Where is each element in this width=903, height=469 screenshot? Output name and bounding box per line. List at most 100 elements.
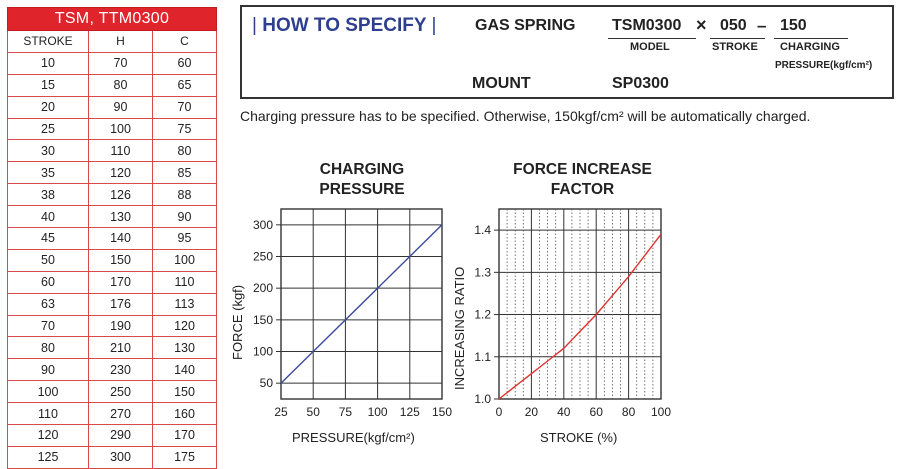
times-sign: × <box>696 15 707 35</box>
table-row: 120 290 170 <box>7 424 217 447</box>
heading-text: HOW TO SPECIFY <box>262 15 427 36</box>
chart1-title: CHARGING PRESSURE <box>292 160 432 200</box>
cell-stroke: 10 <box>7 51 89 75</box>
cell-c: 60 <box>152 51 217 75</box>
table-title: TSM, TTM0300 <box>7 7 217 31</box>
cell-stroke: 100 <box>7 380 89 404</box>
cell-c: 140 <box>152 358 217 382</box>
chart2-series-line <box>498 233 662 400</box>
cell-h: 110 <box>88 139 153 163</box>
cell-c: 130 <box>152 336 217 360</box>
table-row: 15 80 65 <box>7 73 217 97</box>
cell-h: 190 <box>88 314 153 338</box>
cell-stroke: 30 <box>7 139 89 163</box>
how-to-specify-heading: | HOW TO SPECIFY | <box>252 15 436 37</box>
chart2-title-line2: FACTOR <box>550 181 615 198</box>
chart2-ytick-label: 1.1 <box>474 350 491 364</box>
chart2-xtick-label: 60 <box>590 405 604 419</box>
chart2-xtick-label: 80 <box>622 405 636 419</box>
chart1-title-line2: PRESSURE <box>319 181 405 198</box>
chart2-xtick-label: 40 <box>557 405 571 419</box>
cell-h: 150 <box>88 248 153 272</box>
table-row: 80 210 130 <box>7 336 217 360</box>
heading-bar-left: | <box>252 15 257 36</box>
pressure-unit-label: PRESSURE(kgf/cm²) <box>775 60 873 71</box>
table-row: 25 100 75 <box>7 117 217 141</box>
mount-label: MOUNT <box>472 75 531 92</box>
cell-h: 176 <box>88 292 153 316</box>
gas-spring-label: GAS SPRING <box>475 17 576 34</box>
charging-label: CHARGING <box>780 41 840 53</box>
cell-c: 160 <box>152 402 217 426</box>
pressure-code: 150 <box>780 17 807 34</box>
mount-code: SP0300 <box>612 75 669 92</box>
stroke-label: STROKE <box>712 41 758 53</box>
table-row: 60 170 110 <box>7 270 217 294</box>
how-to-specify-box: | HOW TO SPECIFY | GAS SPRING TSM0300 × … <box>240 5 894 99</box>
cell-c: 113 <box>152 292 217 316</box>
cell-c: 70 <box>152 95 217 119</box>
chart1-xtick-label: 100 <box>368 405 388 419</box>
cell-stroke: 50 <box>7 248 89 272</box>
chart1-series-line <box>280 224 443 384</box>
cell-stroke: 80 <box>7 336 89 360</box>
table-row: 70 190 120 <box>7 314 217 338</box>
table-row: 90 230 140 <box>7 358 217 382</box>
table-row: 20 90 70 <box>7 95 217 119</box>
chart1-xtick-label: 150 <box>432 405 452 419</box>
chart2-title-line1: FORCE INCREASE <box>513 161 652 178</box>
chart1-ytick-label: 250 <box>253 250 273 264</box>
cell-stroke: 40 <box>7 205 89 229</box>
chart2-ytick-label: 1.3 <box>474 265 491 279</box>
table-row: 100 250 150 <box>7 380 217 404</box>
table-row: 35 120 85 <box>7 161 217 185</box>
table-row: 110 270 160 <box>7 402 217 426</box>
table-row: 30 110 80 <box>7 139 217 163</box>
charging-note: Charging pressure has to be specified. O… <box>240 108 811 124</box>
chart2-xtick-label: 100 <box>651 405 671 419</box>
cell-h: 120 <box>88 161 153 185</box>
chart2-xlabel: STROKE (%) <box>540 430 618 445</box>
cell-h: 270 <box>88 402 153 426</box>
chart1-xtick-label: 125 <box>400 405 420 419</box>
cell-h: 170 <box>88 270 153 294</box>
cell-c: 80 <box>152 139 217 163</box>
chart1-xtick-label: 50 <box>307 405 321 419</box>
cell-stroke: 120 <box>7 424 89 447</box>
cell-c: 90 <box>152 205 217 229</box>
table-row: 50 150 100 <box>7 248 217 272</box>
cell-h: 210 <box>88 336 153 360</box>
chart1-ytick-label: 100 <box>253 345 273 359</box>
chart1-ytick-label: 200 <box>253 281 273 295</box>
cell-c: 100 <box>152 248 217 272</box>
pressure-underline <box>774 38 848 39</box>
chart2-xtick-label: 20 <box>525 405 539 419</box>
stroke-underline <box>710 38 765 39</box>
chart1-xtick-label: 25 <box>274 405 288 419</box>
cell-c: 110 <box>152 270 217 294</box>
cell-h: 230 <box>88 358 153 382</box>
table-row: 63 176 113 <box>7 292 217 316</box>
cell-c: 150 <box>152 380 217 404</box>
model-underline <box>608 38 696 39</box>
cell-stroke: 60 <box>7 270 89 294</box>
chart1-xlabel: PRESSURE(kgf/cm²) <box>292 430 415 445</box>
model-code: TSM0300 <box>612 17 682 34</box>
table-row: 45 140 95 <box>7 227 217 250</box>
chart2-ytick-label: 1.2 <box>474 308 491 322</box>
cell-c: 170 <box>152 424 217 447</box>
chart2-xtick-label: 0 <box>496 405 503 419</box>
cell-h: 290 <box>88 424 153 447</box>
chart1-title-line1: CHARGING <box>319 161 405 178</box>
chart1-ytick-label: 300 <box>253 218 273 232</box>
heading-bar-right: | <box>431 15 437 36</box>
stroke-code: 050 <box>720 17 747 34</box>
cell-h: 80 <box>88 73 153 97</box>
chart1-xtick-label: 75 <box>339 405 353 419</box>
chart2-ytick-label: 1.0 <box>474 392 491 406</box>
chart1-ytick-label: 150 <box>253 313 273 327</box>
dash-sign: – <box>757 16 767 35</box>
model-label: MODEL <box>630 41 670 53</box>
cell-stroke: 63 <box>7 292 89 316</box>
